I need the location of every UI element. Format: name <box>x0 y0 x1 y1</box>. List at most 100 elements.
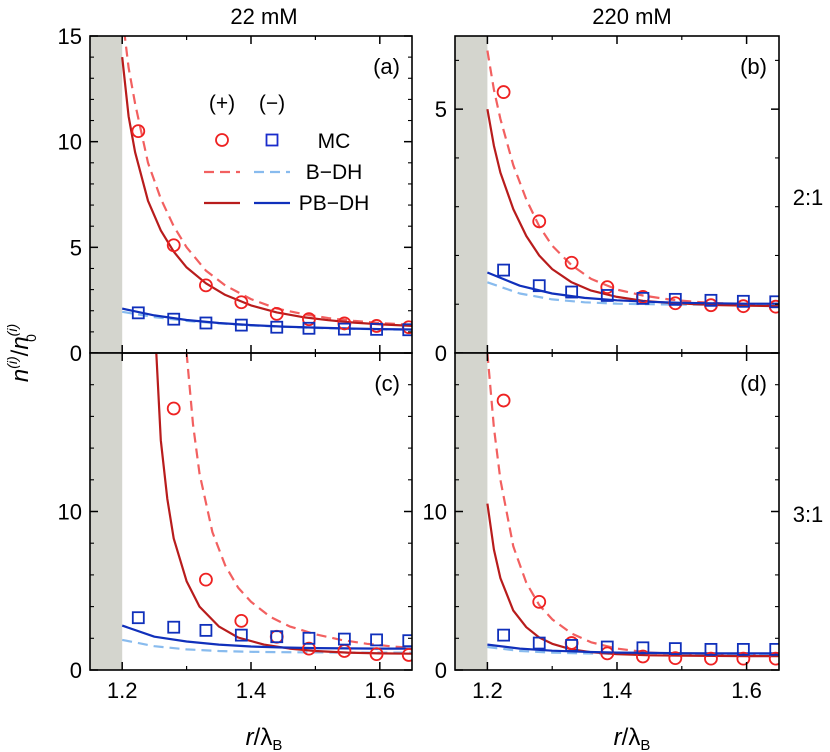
legend-col-minus: (−) <box>259 92 285 115</box>
x-axis-title-right-lambda: /λ <box>622 724 641 751</box>
panel-c-series-pbdh-plus-line <box>155 353 412 655</box>
legend-marks <box>204 133 290 205</box>
panel-a-mc-minus-point <box>370 322 383 336</box>
panel-d-mc-plus-point <box>668 651 683 666</box>
panel-a-excluded-region <box>90 36 123 353</box>
panel-d-mc-minus-point <box>769 642 779 656</box>
panel-c-mc-plus-point <box>269 629 284 644</box>
panel-c-mc-plus-point <box>401 648 412 662</box>
row-title-3-1: 3:1 <box>793 502 824 527</box>
panel-a-label: (a) <box>373 54 400 79</box>
panel-a-mc-plus-point <box>131 124 146 139</box>
panel-d-mc-plus-point <box>736 651 751 666</box>
panel-d-series-pbdh-plus-line <box>486 503 779 658</box>
x-axis-title-left: r/λB <box>246 724 283 752</box>
legend-entry-pbdh: PB−DH <box>299 192 370 215</box>
panel-c: 1.2 1.4 1.6 0 10 (c) <box>58 352 413 703</box>
panel-c-mc-minus-point <box>337 632 351 646</box>
panel-c-mc-minus-point <box>234 628 248 642</box>
panel-d-mc-plus-point <box>532 594 547 609</box>
panel-c-mc-minus-point <box>167 620 181 634</box>
panel-d-mc-minus-point <box>704 642 718 656</box>
svg-text:n(i)/n(i)0: n(i)/n(i)0 <box>4 324 39 382</box>
panel-b-mc-minus-point <box>497 263 511 277</box>
panel-c-mc-minus-point <box>199 623 213 637</box>
y-axis-title-sep: / <box>7 349 34 356</box>
panel-d: 1.2 1.4 1.6 0 10 (d) <box>423 352 780 703</box>
panel-b-mc-minus-point <box>532 279 546 293</box>
panel-c-mc-minus-point <box>131 611 145 625</box>
panel-c-mc-minus-point <box>270 630 284 644</box>
x-axis-title-right-r: r <box>614 724 623 751</box>
panel-c-mc-plus-point <box>199 572 213 587</box>
panel-c-mc-minus-point <box>302 631 316 645</box>
panel-a-mc-minus-point <box>337 322 351 336</box>
x-axis-title-right-sub: B <box>640 737 650 752</box>
panel-d-mc-plus-point <box>768 651 779 666</box>
panel-a-mc-minus-point <box>131 306 145 320</box>
panel-c-ytick-label: 0 <box>70 658 82 683</box>
panel-a-ytick-label: 5 <box>70 235 82 260</box>
y-axis-title-sup-2: (i) <box>4 324 20 336</box>
panel-c-series-pbdh-minus-line <box>121 624 412 650</box>
legend-entry-bdh: B−DH <box>306 161 363 184</box>
panel-b-mc-plus-point <box>564 255 579 270</box>
panel-d-mc-minus-point <box>532 636 546 650</box>
panel-b-label: (b) <box>740 54 767 79</box>
panel-a-plot-area <box>121 36 412 337</box>
panel-a-mc-plus-point <box>269 307 284 321</box>
legend-entry-mc: MC <box>318 130 351 153</box>
panel-d-mc-plus-point <box>496 393 511 408</box>
panel-c-ytick-label: 10 <box>58 500 82 525</box>
panel-d-xtick-label: 1.6 <box>731 678 762 703</box>
panel-c-mc-plus-point <box>337 644 352 658</box>
panel-a-series-bdh-plus-line <box>123 36 412 326</box>
panel-a-mc-plus-point <box>199 278 213 293</box>
panel-b-mc-minus-point <box>565 285 579 299</box>
panel-a-series-bdh-minus-line <box>122 310 412 331</box>
panel-d-ytick-label: 0 <box>435 658 447 683</box>
panel-c-series-bdh-plus-line <box>185 353 412 649</box>
x-axis-title-right: r/λB <box>614 724 651 752</box>
panel-b: 0 5 (b) <box>435 35 780 366</box>
panel-b-mc-plus-point <box>600 280 615 295</box>
y-axis-title: n(i)/n(i)0 <box>4 324 39 382</box>
column-title-220mm: 220 mM <box>592 4 671 29</box>
legend-mc-plus-marker <box>215 133 229 147</box>
panel-d-mc-plus-point <box>636 649 650 664</box>
panel-d-xtick-label: 1.2 <box>472 678 503 703</box>
y-axis-title-sub: 0 <box>23 334 39 342</box>
panel-c-label: (c) <box>374 371 400 396</box>
panel-b-plot-area <box>486 50 779 314</box>
legend: (+) (−) MC B−DH PB−DH <box>204 92 369 215</box>
panel-d-mc-minus-point <box>565 639 579 652</box>
x-axis-title-left-r: r <box>246 724 255 751</box>
panel-a-series-pbdh-plus-line <box>121 56 412 327</box>
panel-a-mc-minus-point <box>167 312 181 326</box>
panel-c-xtick-label: 1.6 <box>365 678 396 703</box>
panel-a: 0 5 10 15 (a) <box>58 24 413 366</box>
panel-b-ytick-label: 0 <box>435 341 447 366</box>
panel-c-mc-minus-point <box>402 634 412 648</box>
panel-b-mc-minus-point <box>704 293 718 307</box>
legend-mc-minus-marker <box>265 133 279 147</box>
panel-d-xtick-label: 1.4 <box>602 678 633 703</box>
panel-c-mc-plus-point <box>369 647 384 662</box>
panel-d-ytick-label: 10 <box>423 500 447 525</box>
panel-d-plot-area <box>486 353 779 666</box>
panel-a-mc-minus-point <box>270 320 284 334</box>
panel-d-mc-minus-point <box>668 642 682 656</box>
panel-b-mc-minus-point <box>736 294 750 308</box>
panel-d-frame <box>454 352 780 671</box>
panel-c-mc-minus-point <box>370 633 383 647</box>
legend-col-plus: (+) <box>209 92 235 115</box>
row-title-2-1: 2:1 <box>793 185 824 210</box>
column-title-22mm: 22 mM <box>230 4 297 29</box>
y-axis-title-sup: (i) <box>4 356 20 368</box>
panel-b-excluded-region <box>455 36 488 353</box>
panel-d-mc-minus-point <box>600 640 614 654</box>
x-axis-title-left-sub: B <box>272 737 282 752</box>
panel-d-mc-minus-point <box>636 641 650 655</box>
